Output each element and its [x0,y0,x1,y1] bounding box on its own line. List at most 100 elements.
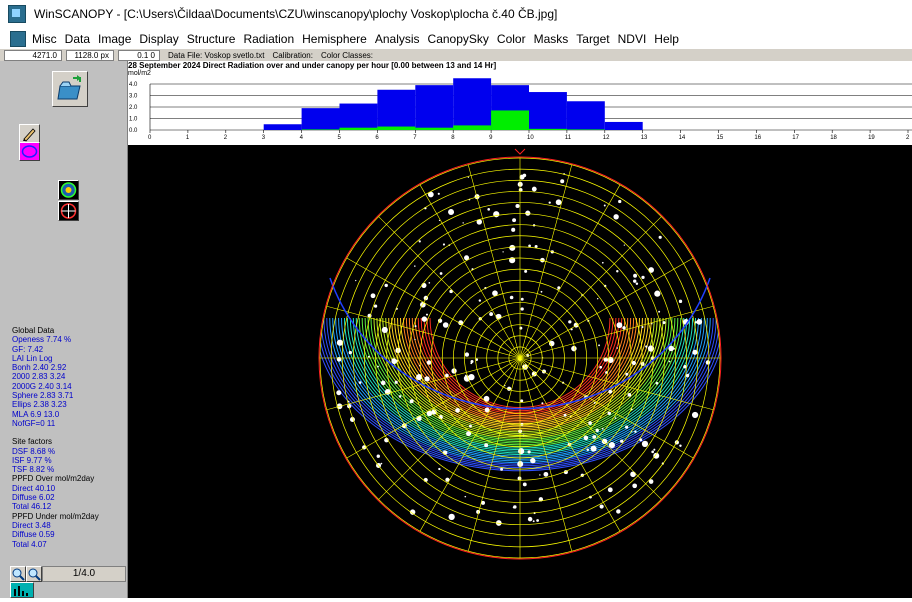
canopy-gap [532,520,535,523]
menu-misc[interactable]: Misc [32,32,57,46]
canopy-gap [616,347,618,349]
canopy-gap [691,411,699,419]
canopy-gap [518,448,525,455]
radiation-chart: 28 September 2024 Direct Radiation over … [128,61,912,145]
canopy-gap [588,421,592,425]
canopy-gap [394,380,398,384]
chart-bar-over [339,103,378,130]
canopy-gap [449,289,453,294]
menu-radiation[interactable]: Radiation [243,32,295,46]
menu-help[interactable]: Help [654,32,679,46]
canopy-gap [381,326,388,334]
chart-bar-under [377,126,416,130]
canopy-gap [705,360,711,365]
color-target-button[interactable] [58,180,79,200]
canopy-gap [548,340,555,347]
chart-ytick-label: 3.0 [129,94,138,100]
pencil-icon [23,128,36,142]
global-data-header: Global Data [12,326,55,335]
canopy-gap [470,360,474,364]
color-target-icon [60,182,77,198]
canopy-gap [534,244,538,248]
chart-xtick-label: 17 [792,135,799,141]
canopy-gap [414,338,416,341]
menu-data[interactable]: Data [64,32,91,46]
azimuth-spoke [326,305,521,359]
menu-ndvi[interactable]: NDVI [617,32,647,46]
chart-xtick-label: 8 [451,135,455,141]
canopy-gap [448,209,455,215]
canopy-gap [380,380,386,386]
chart-xtick-label: 4 [300,135,304,141]
azimuth-spoke [519,357,662,500]
sidebar: Global Data Openess 7.74 % GF: 7.42 LAI … [0,61,128,598]
menu-analysis[interactable]: Analysis [374,32,420,46]
azimuth-spoke [519,164,573,359]
menu-display[interactable]: Display [139,32,179,46]
canopy-gap [502,251,504,253]
canopy-gap [512,218,517,223]
chart-xtick-label: 19 [868,135,875,141]
lai-ellips: Ellips 2.38 3.23 [12,400,67,410]
canopy-gap [683,364,687,369]
canopy-gap [601,438,608,445]
menu-hemisphere[interactable]: Hemisphere [302,32,367,46]
menu-canopysky[interactable]: CanopySky [427,32,489,46]
red-target-button[interactable] [58,201,79,221]
menu-color[interactable]: Color [496,32,526,46]
chart-ytick-label: 1.0 [129,117,138,123]
north-marker [514,148,526,155]
ellipse-button[interactable] [19,142,40,161]
canopy-gap [614,417,617,419]
gf-value: GF: 7.42 [12,344,44,354]
document-icon[interactable] [10,31,26,47]
chart-bar-under [415,127,454,130]
canopy-gap [484,407,490,413]
canopy-gap [464,352,470,357]
canopy-gap [668,345,674,352]
canopy-gap [509,295,514,300]
menu-structure[interactable]: Structure [186,32,236,46]
canopy-gap [648,267,655,273]
menu-masks[interactable]: Masks [533,32,569,46]
canopy-gap [625,372,629,376]
canopy-gap [599,365,603,369]
canopy-gap [648,479,654,484]
canopy-gap [592,435,597,439]
canopy-gap [424,376,430,382]
canopy-gap [348,350,353,355]
histogram-icon [14,586,28,596]
zoom-out-button[interactable] [26,566,42,582]
open-file-button[interactable] [52,71,88,107]
azimuth-spoke [326,357,521,411]
pencil-button[interactable] [19,124,40,143]
ppfd-under-header: PPFD Under mol/m2day [12,511,99,521]
canopy-gap [653,448,656,451]
canopy-gap [437,192,440,195]
chart-bar-under [453,125,492,130]
zoom-ratio: 1/4.0 [42,566,126,582]
zoom-in-button[interactable] [10,566,26,582]
menu-bar: Misc Data Image Display Structure Radiat… [0,30,912,48]
azimuth-spoke [419,357,521,532]
chart-xtick-label: 18 [830,135,837,141]
chart-plot: 4.03.02.01.00.00 1 2 3 4 5 6 7 8 9 10 11 12 13 14 15 16 1… [129,78,912,141]
value-field-1: 4271.0 [4,49,62,61]
stats-panel: Global Data Openess 7.74 % GF: 7.42 LAI … [12,326,99,549]
canopy-gap [536,519,539,522]
window-titlebar: WinSCANOPY - [C:\Users\Čildaa\Documents\… [0,0,912,28]
canopy-gap [622,326,626,330]
canopy-gap [512,506,515,509]
chart-xtick-label: 7 [413,135,417,141]
menu-image[interactable]: Image [98,32,132,46]
chart-bar-over [377,89,416,130]
canopy-gap [586,448,590,451]
menu-target[interactable]: Target [576,32,610,46]
canopy-gap [439,272,443,275]
histogram-button[interactable] [10,582,34,598]
canopy-gap [694,321,698,324]
canopy-gap [398,395,402,398]
canopy-gap [500,467,504,471]
chart-xtick-label: 0 [148,135,152,141]
canopy-gap [641,275,645,280]
